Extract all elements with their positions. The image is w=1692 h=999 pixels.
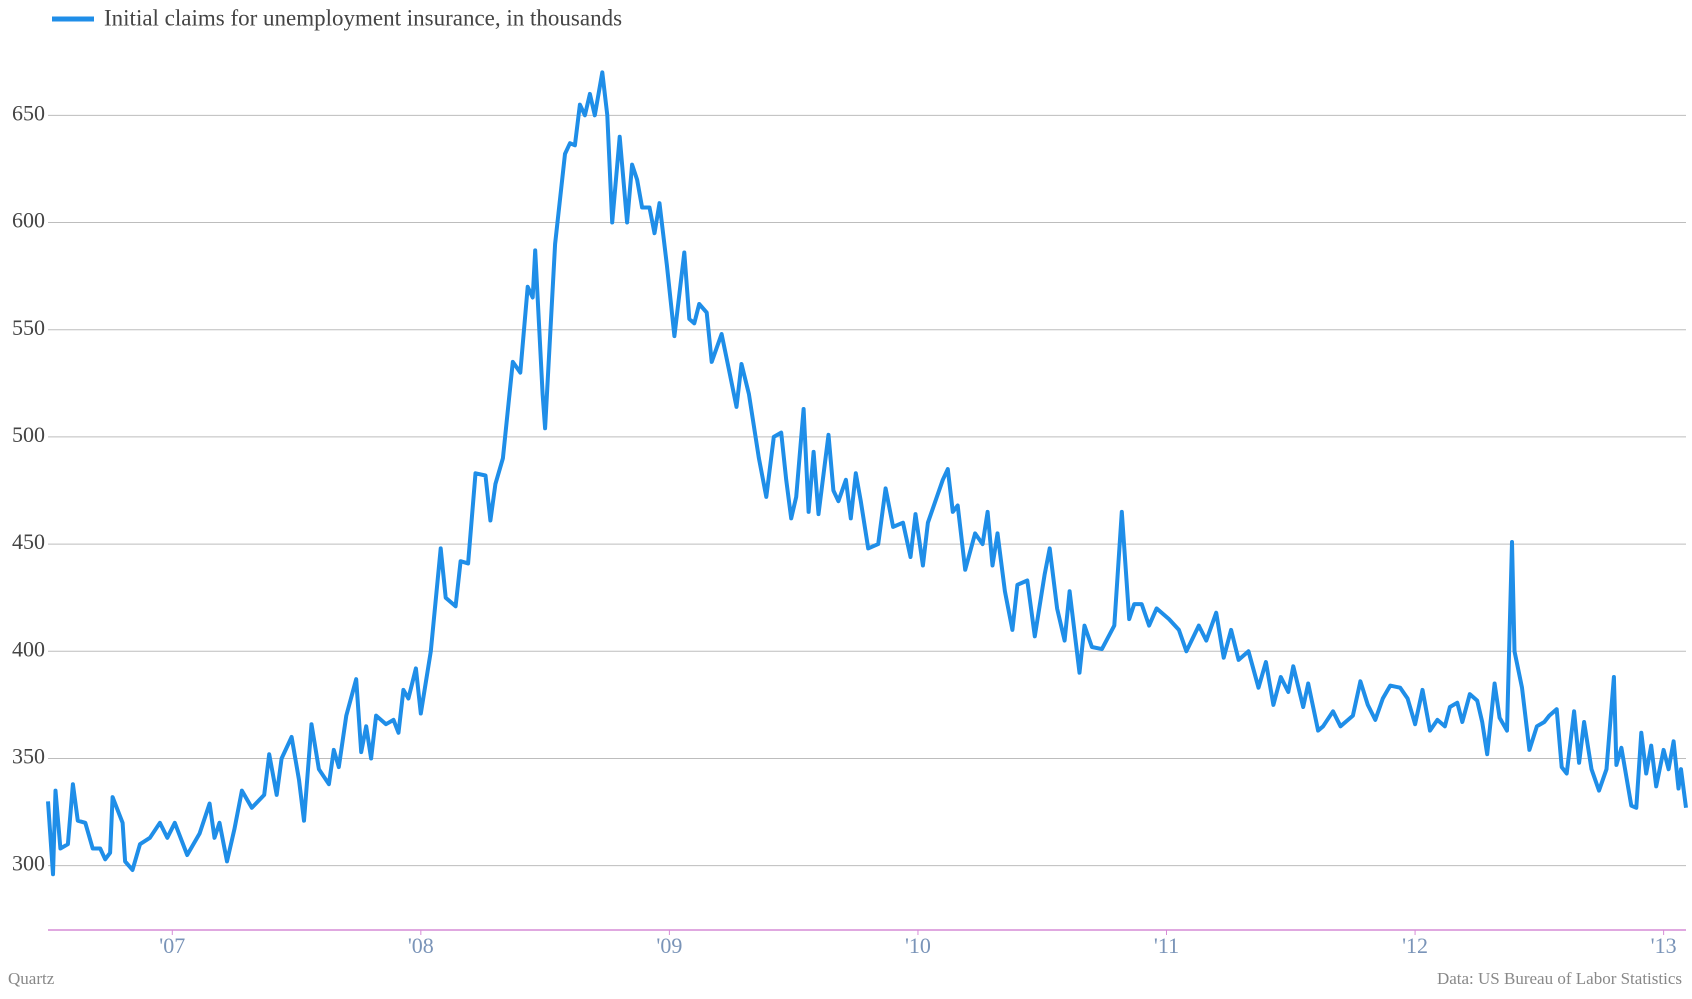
data-line bbox=[46, 70, 1688, 877]
source: Data: US Bureau of Labor Statistics bbox=[1437, 969, 1682, 988]
x-tick-label: '09 bbox=[656, 933, 682, 958]
credit: Quartz bbox=[8, 969, 55, 988]
y-tick-label: 450 bbox=[12, 529, 45, 554]
x-tick-label: '10 bbox=[905, 933, 931, 958]
legend-label: Initial claims for unemployment insuranc… bbox=[104, 5, 622, 30]
y-tick-label: 400 bbox=[12, 636, 45, 661]
x-tick-label: '11 bbox=[1154, 933, 1179, 958]
y-tick-label: 600 bbox=[12, 208, 45, 233]
x-tick-label: '08 bbox=[408, 933, 434, 958]
y-tick-label: 650 bbox=[12, 100, 45, 125]
y-tick-label: 500 bbox=[12, 422, 45, 447]
y-tick-label: 350 bbox=[12, 744, 45, 769]
x-tick-label: '13 bbox=[1651, 933, 1677, 958]
y-tick-label: 550 bbox=[12, 315, 45, 340]
x-tick-label: '07 bbox=[159, 933, 185, 958]
y-tick-label: 300 bbox=[12, 851, 45, 876]
x-tick-label: '12 bbox=[1402, 933, 1428, 958]
